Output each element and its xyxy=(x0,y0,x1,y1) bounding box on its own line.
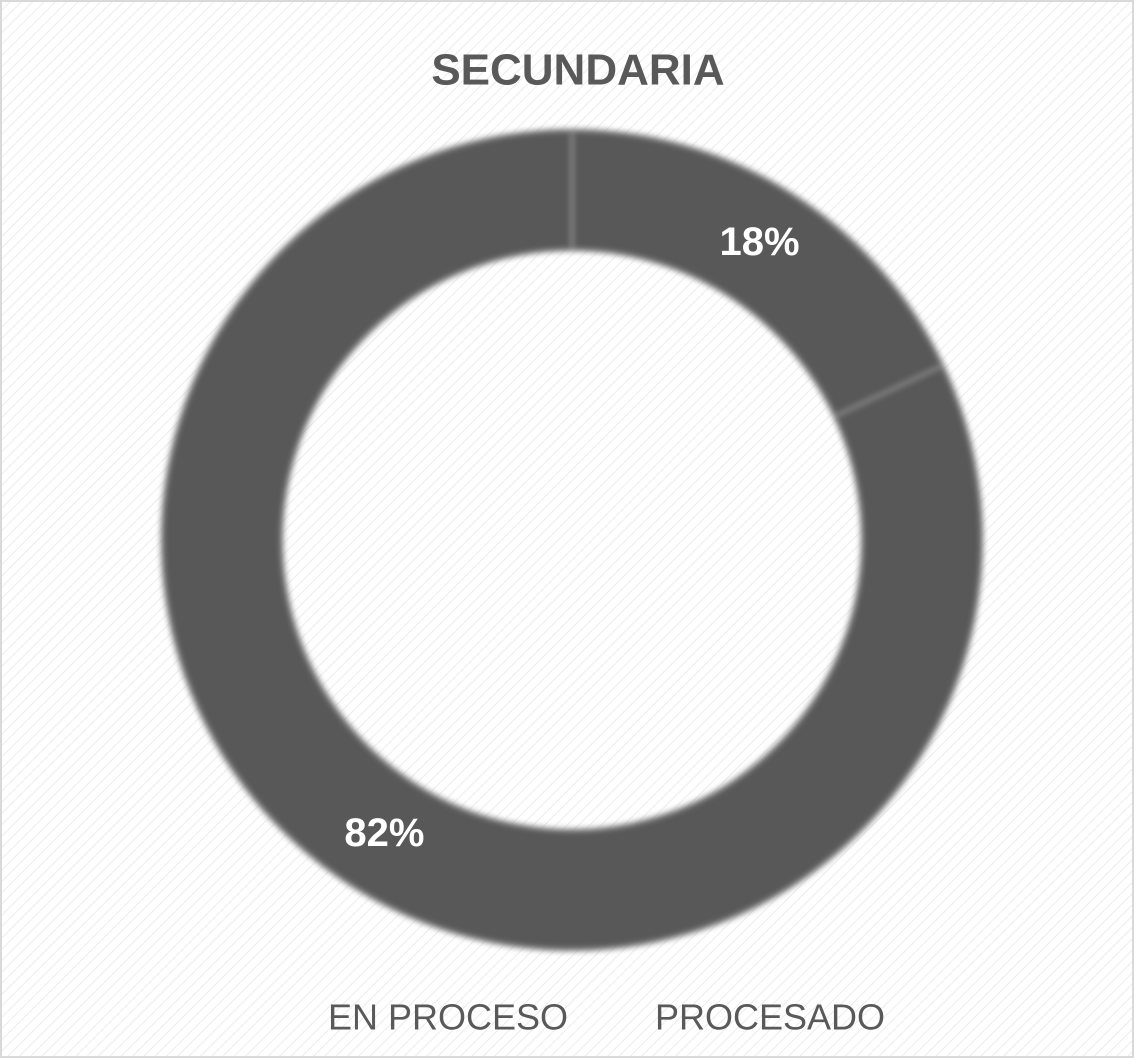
legend-label: EN PROCESO xyxy=(328,997,568,1038)
donut xyxy=(160,128,984,952)
chart-title: SECUNDARIA xyxy=(431,46,724,95)
donut-slice xyxy=(160,128,984,952)
data-label: 18% xyxy=(720,220,800,264)
legend-label: PROCESADO xyxy=(655,997,885,1038)
data-label: 82% xyxy=(344,811,424,855)
labels: 18% 82% EN PROCESO PROCESADO xyxy=(328,220,885,1037)
